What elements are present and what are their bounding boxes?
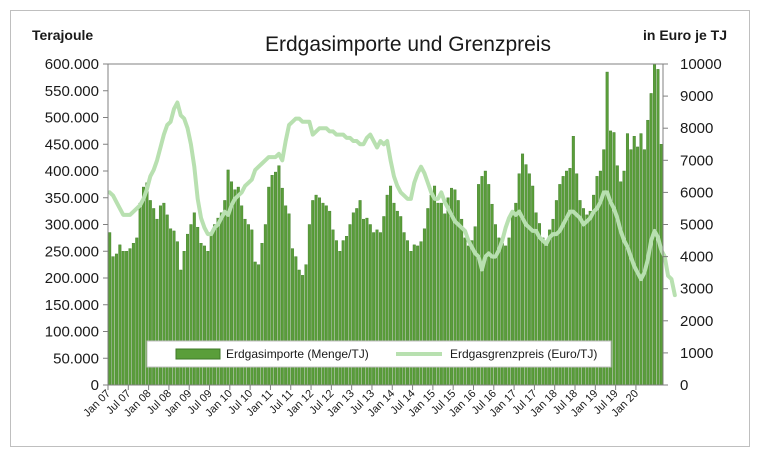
import-bar bbox=[656, 69, 660, 386]
import-bar bbox=[179, 269, 183, 386]
right-axis-tick-label: 2000 bbox=[680, 313, 713, 330]
left-axis-tick-label: 50.000 bbox=[53, 350, 99, 367]
left-axis-tick-label: 250.000 bbox=[45, 243, 99, 260]
import-bar bbox=[111, 256, 115, 386]
import-bar bbox=[142, 186, 146, 386]
left-axis-tick-label: 450.000 bbox=[45, 136, 99, 153]
right-axis-tick-label: 0 bbox=[680, 377, 688, 394]
import-bar bbox=[125, 251, 129, 386]
import-bar bbox=[301, 275, 305, 386]
import-bar bbox=[659, 144, 663, 386]
left-axis-tick-label: 550.000 bbox=[45, 83, 99, 100]
import-bar bbox=[131, 243, 135, 386]
right-axis-tick-label: 10000 bbox=[680, 56, 722, 73]
import-bar bbox=[629, 149, 633, 386]
import-bar bbox=[114, 253, 118, 386]
left-axis-tick-label: 500.000 bbox=[45, 110, 99, 127]
price-line-group bbox=[107, 100, 677, 298]
right-axis-tick-label: 1000 bbox=[680, 345, 713, 362]
import-bar bbox=[615, 165, 619, 386]
left-axis-tick-label: 150.000 bbox=[45, 297, 99, 314]
import-bar bbox=[619, 181, 623, 386]
import-bars bbox=[108, 63, 663, 386]
left-axis-tick-label: 100.000 bbox=[45, 324, 99, 341]
right-axis-tick-label: 5000 bbox=[680, 217, 713, 234]
legend-bar-swatch bbox=[175, 348, 221, 360]
left-axis-tick-label: 350.000 bbox=[45, 190, 99, 207]
left-axis-unit-label: Terajoule bbox=[32, 27, 93, 43]
import-bar bbox=[653, 63, 657, 386]
import-bar bbox=[625, 133, 629, 386]
import-bar bbox=[622, 170, 626, 386]
left-axis-tick-label: 300.000 bbox=[45, 217, 99, 234]
right-axis-tick-label: 3000 bbox=[680, 281, 713, 298]
right-axis-tick-label: 7000 bbox=[680, 152, 713, 169]
right-axis-tick-label: 8000 bbox=[680, 120, 713, 137]
import-bar bbox=[118, 244, 122, 386]
import-bar bbox=[605, 71, 609, 386]
price-line bbox=[107, 100, 677, 298]
right-axis-tick-label: 6000 bbox=[680, 184, 713, 201]
import-bar bbox=[636, 146, 640, 386]
import-bar bbox=[612, 132, 616, 386]
chart-frame bbox=[10, 10, 750, 447]
import-bar bbox=[121, 251, 125, 386]
left-axis-tick-label: 200.000 bbox=[45, 270, 99, 287]
import-bar bbox=[128, 248, 132, 386]
left-axis-tick-label: 0 bbox=[91, 377, 99, 394]
legend: Erdgasimporte (Menge/TJ) Erdgasgrenzprei… bbox=[146, 340, 612, 368]
import-bar bbox=[135, 237, 139, 386]
right-axis-unit-label: in Euro je TJ bbox=[643, 27, 727, 43]
chart-title: Erdgasimporte und Grenzpreis bbox=[265, 33, 551, 56]
import-bar bbox=[108, 232, 112, 386]
legend-bar-label: Erdgasimporte (Menge/TJ) bbox=[226, 347, 369, 361]
import-bar bbox=[297, 269, 301, 386]
left-axis-tick-label: 400.000 bbox=[45, 163, 99, 180]
import-bar bbox=[138, 202, 142, 386]
legend-line-label: Erdgasgrenzpreis (Euro/TJ) bbox=[450, 347, 597, 361]
import-bar bbox=[639, 133, 643, 386]
legend-box bbox=[146, 340, 612, 368]
right-axis-tick-label: 4000 bbox=[680, 249, 713, 266]
left-axis-tick-label: 600.000 bbox=[45, 56, 99, 73]
right-axis-tick-label: 9000 bbox=[680, 88, 713, 105]
